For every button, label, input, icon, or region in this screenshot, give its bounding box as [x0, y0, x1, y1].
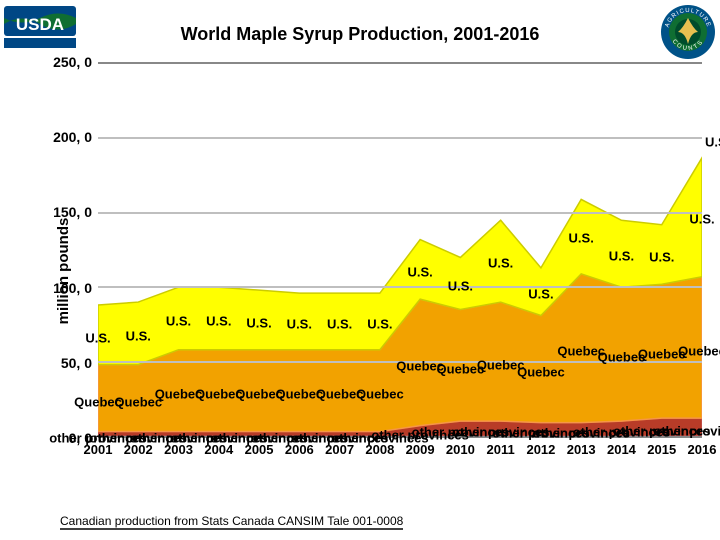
chart-container: million pounds 0, 050, 0100, 0150, 0200,… — [18, 62, 710, 480]
y-tick: 100, 0 — [53, 280, 92, 296]
x-tick: 2002 — [124, 442, 153, 457]
chart-caption: Canadian production from Stats Canada CA… — [60, 512, 403, 530]
x-tick: 2005 — [245, 442, 274, 457]
gridline — [98, 286, 702, 288]
chart-title: World Maple Syrup Production, 2001-2016 — [0, 24, 720, 45]
x-tick: 2015 — [647, 442, 676, 457]
gridline — [98, 212, 702, 214]
x-tick: 2013 — [567, 442, 596, 457]
y-tick: 200, 0 — [53, 129, 92, 145]
gridline — [98, 361, 702, 363]
x-tick: 2009 — [406, 442, 435, 457]
plot-area: other provincesother provincesother prov… — [98, 62, 702, 438]
x-tick: 2016 — [688, 442, 717, 457]
x-tick: 2007 — [325, 442, 354, 457]
x-tick: 2011 — [487, 442, 515, 457]
x-tick: 2006 — [285, 442, 314, 457]
stacked-area-svg — [98, 64, 702, 436]
x-tick: 2003 — [164, 442, 193, 457]
extra-series-label: U.S. — [705, 135, 720, 150]
x-tick: 2014 — [607, 442, 636, 457]
y-axis-ticks: 0, 050, 0100, 0150, 0200, 0250, 0 — [52, 62, 96, 438]
gridline — [98, 137, 702, 139]
y-tick: 50, 0 — [61, 355, 92, 371]
x-tick: 2004 — [204, 442, 233, 457]
y-tick: 150, 0 — [53, 204, 92, 220]
x-axis-ticks: 2001200220032004200520062007200820092010… — [98, 440, 702, 480]
x-tick: 2001 — [84, 442, 113, 457]
y-tick: 250, 0 — [53, 54, 92, 70]
x-tick: 2008 — [365, 442, 394, 457]
x-tick: 2012 — [526, 442, 555, 457]
x-tick: 2010 — [446, 442, 475, 457]
